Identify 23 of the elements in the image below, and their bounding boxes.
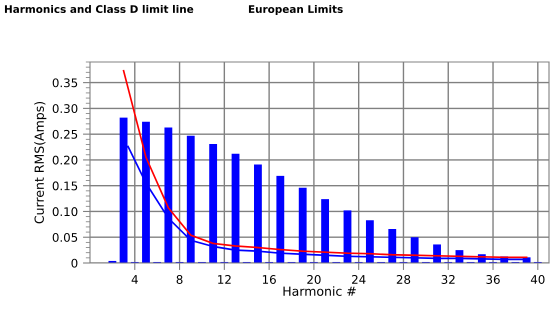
y-tick-label: 0.15 [52,181,78,190]
line-series [122,70,528,258]
chart-title: Harmonics and Class D limit line [4,4,194,14]
x-tick-label: 4 [132,275,138,284]
y-tick-label: 0.30 [52,104,78,114]
x-tick-label: 36 [486,275,500,284]
x-tick-label: 32 [442,275,455,284]
x-axis-title: Harmonic # [283,286,356,296]
x-tick-label: 12 [218,275,231,284]
y-tick-label: 0.05 [52,232,78,242]
x-tick-label: 24 [352,275,366,284]
y-tick-label: 0.10 [52,207,78,216]
chart-subtitle: European Limits [248,4,343,16]
y-tick-label: 0.20 [52,156,78,165]
x-tick-label: 20 [307,275,321,284]
x-tick-label: 16 [262,275,276,284]
y-tick-label: 0.25 [52,130,78,139]
x-tick-label: 8 [176,275,183,284]
y-tick-label: 0.35 [52,78,78,88]
x-tick-label: 28 [396,275,410,284]
y-axis-title: Current RMS(Amps) [34,102,46,224]
x-tick-label: 40 [530,275,545,284]
y-tick-label: 0 [71,258,78,268]
